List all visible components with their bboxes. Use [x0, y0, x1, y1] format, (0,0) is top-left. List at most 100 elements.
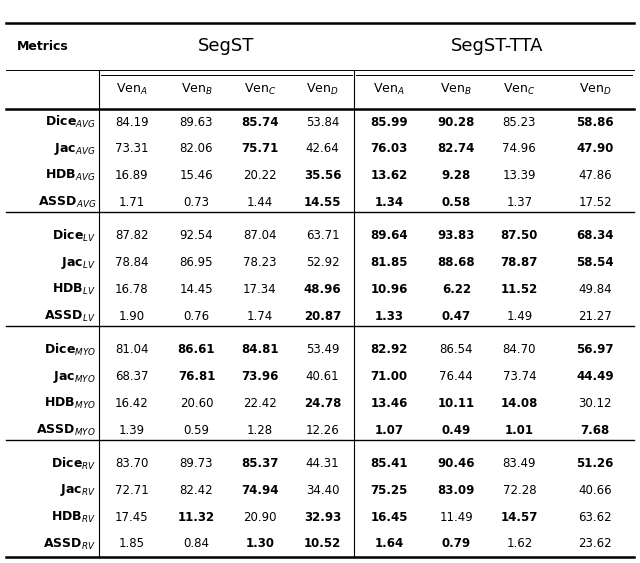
Text: $\mathbf{Jac}$$_{\mathit{LV}}$: $\mathbf{Jac}$$_{\mathit{LV}}$	[61, 254, 96, 271]
Text: 16.89: 16.89	[115, 169, 148, 182]
Text: 0.76: 0.76	[184, 310, 209, 323]
Text: 90.28: 90.28	[438, 115, 475, 128]
Text: Ven$_{A}$: Ven$_{A}$	[116, 82, 148, 97]
Text: 84.81: 84.81	[241, 343, 278, 356]
Text: 13.46: 13.46	[371, 397, 408, 410]
Text: 83.09: 83.09	[438, 484, 475, 497]
Text: 44.49: 44.49	[577, 370, 614, 383]
Text: 0.47: 0.47	[442, 310, 471, 323]
Text: 16.45: 16.45	[371, 511, 408, 524]
Text: 35.56: 35.56	[304, 169, 341, 182]
Text: 13.39: 13.39	[502, 169, 536, 182]
Text: 32.93: 32.93	[304, 511, 341, 524]
Text: 30.12: 30.12	[579, 397, 612, 410]
Text: 1.64: 1.64	[374, 538, 404, 551]
Text: $\mathbf{Dice}$$_{\mathit{MYO}}$: $\mathbf{Dice}$$_{\mathit{MYO}}$	[44, 342, 96, 358]
Text: 0.84: 0.84	[184, 538, 209, 551]
Text: 86.54: 86.54	[440, 343, 473, 356]
Text: 17.52: 17.52	[579, 196, 612, 209]
Text: 85.41: 85.41	[371, 457, 408, 470]
Text: 10.96: 10.96	[371, 283, 408, 296]
Text: 82.74: 82.74	[438, 142, 475, 155]
Text: 47.90: 47.90	[577, 142, 614, 155]
Text: $\mathbf{Dice}$$_{\mathit{AVG}}$: $\mathbf{Dice}$$_{\mathit{AVG}}$	[45, 114, 96, 130]
Text: 82.06: 82.06	[180, 142, 213, 155]
Text: 76.44: 76.44	[440, 370, 473, 383]
Text: 6.22: 6.22	[442, 283, 471, 296]
Text: 73.31: 73.31	[115, 142, 148, 155]
Text: 86.95: 86.95	[180, 256, 213, 269]
Text: 68.37: 68.37	[115, 370, 148, 383]
Text: 24.78: 24.78	[304, 397, 341, 410]
Text: 40.61: 40.61	[306, 370, 339, 383]
Text: 81.85: 81.85	[371, 256, 408, 269]
Text: 56.97: 56.97	[577, 343, 614, 356]
Text: 1.39: 1.39	[119, 423, 145, 437]
Text: 63.71: 63.71	[306, 229, 339, 243]
Text: 10.52: 10.52	[304, 538, 341, 551]
Text: 75.25: 75.25	[371, 484, 408, 497]
Text: 9.28: 9.28	[442, 169, 471, 182]
Text: 89.73: 89.73	[180, 457, 213, 470]
Text: 0.73: 0.73	[184, 196, 209, 209]
Text: 86.61: 86.61	[178, 343, 215, 356]
Text: 85.37: 85.37	[241, 457, 278, 470]
Text: 82.42: 82.42	[180, 484, 213, 497]
Text: 78.23: 78.23	[243, 256, 276, 269]
Text: 51.26: 51.26	[577, 457, 614, 470]
Text: 17.34: 17.34	[243, 283, 276, 296]
Text: 53.49: 53.49	[306, 343, 339, 356]
Text: $\mathbf{HDB}$$_{\mathit{LV}}$: $\mathbf{HDB}$$_{\mathit{LV}}$	[52, 282, 96, 297]
Text: 87.82: 87.82	[115, 229, 148, 243]
Text: 89.63: 89.63	[180, 115, 213, 128]
Text: 76.03: 76.03	[371, 142, 408, 155]
Text: 44.31: 44.31	[306, 457, 339, 470]
Text: 14.45: 14.45	[180, 283, 213, 296]
Text: 10.11: 10.11	[438, 397, 475, 410]
Text: 75.71: 75.71	[241, 142, 278, 155]
Text: 72.28: 72.28	[502, 484, 536, 497]
Text: 49.84: 49.84	[579, 283, 612, 296]
Text: 81.04: 81.04	[115, 343, 148, 356]
Text: 14.55: 14.55	[304, 196, 341, 209]
Text: 78.87: 78.87	[500, 256, 538, 269]
Text: 68.34: 68.34	[577, 229, 614, 243]
Text: 0.58: 0.58	[442, 196, 471, 209]
Text: 85.23: 85.23	[502, 115, 536, 128]
Text: 74.96: 74.96	[502, 142, 536, 155]
Text: 20.22: 20.22	[243, 169, 276, 182]
Text: 1.49: 1.49	[506, 310, 532, 323]
Text: 83.70: 83.70	[115, 457, 148, 470]
Text: 74.94: 74.94	[241, 484, 278, 497]
Text: $\mathbf{Dice}$$_{\mathit{RV}}$: $\mathbf{Dice}$$_{\mathit{RV}}$	[51, 455, 96, 472]
Text: 72.71: 72.71	[115, 484, 148, 497]
Text: 1.01: 1.01	[505, 423, 534, 437]
Text: Ven$_{B}$: Ven$_{B}$	[180, 82, 212, 97]
Text: $\mathbf{Jac}$$_{\mathit{MYO}}$: $\mathbf{Jac}$$_{\mathit{MYO}}$	[53, 369, 96, 385]
Text: 17.45: 17.45	[115, 511, 148, 524]
Text: 1.90: 1.90	[119, 310, 145, 323]
Text: 84.19: 84.19	[115, 115, 148, 128]
Text: $\mathbf{Jac}$$_{\mathit{RV}}$: $\mathbf{Jac}$$_{\mathit{RV}}$	[60, 482, 96, 498]
Text: 15.46: 15.46	[180, 169, 213, 182]
Text: 73.74: 73.74	[502, 370, 536, 383]
Text: 73.96: 73.96	[241, 370, 278, 383]
Text: 58.54: 58.54	[577, 256, 614, 269]
Text: $\mathbf{Dice}$$_{\mathit{LV}}$: $\mathbf{Dice}$$_{\mathit{LV}}$	[52, 228, 96, 244]
Text: 87.50: 87.50	[500, 229, 538, 243]
Text: Ven$_{A}$: Ven$_{A}$	[373, 82, 405, 97]
Text: 1.30: 1.30	[245, 538, 275, 551]
Text: 71.00: 71.00	[371, 370, 408, 383]
Text: 12.26: 12.26	[306, 423, 339, 437]
Text: Ven$_{D}$: Ven$_{D}$	[579, 82, 611, 97]
Text: $\mathbf{HDB}$$_{\mathit{MYO}}$: $\mathbf{HDB}$$_{\mathit{MYO}}$	[44, 396, 96, 411]
Text: $\mathbf{Jac}$$_{\mathit{AVG}}$: $\mathbf{Jac}$$_{\mathit{AVG}}$	[54, 141, 96, 157]
Text: 13.62: 13.62	[371, 169, 408, 182]
Text: $\mathbf{ASSD}$$_{\mathit{RV}}$: $\mathbf{ASSD}$$_{\mathit{RV}}$	[44, 537, 96, 552]
Text: 52.92: 52.92	[306, 256, 339, 269]
Text: 0.79: 0.79	[442, 538, 471, 551]
Text: 1.28: 1.28	[247, 423, 273, 437]
Text: 0.59: 0.59	[184, 423, 209, 437]
Text: 11.49: 11.49	[440, 511, 473, 524]
Text: Ven$_{C}$: Ven$_{C}$	[503, 82, 536, 97]
